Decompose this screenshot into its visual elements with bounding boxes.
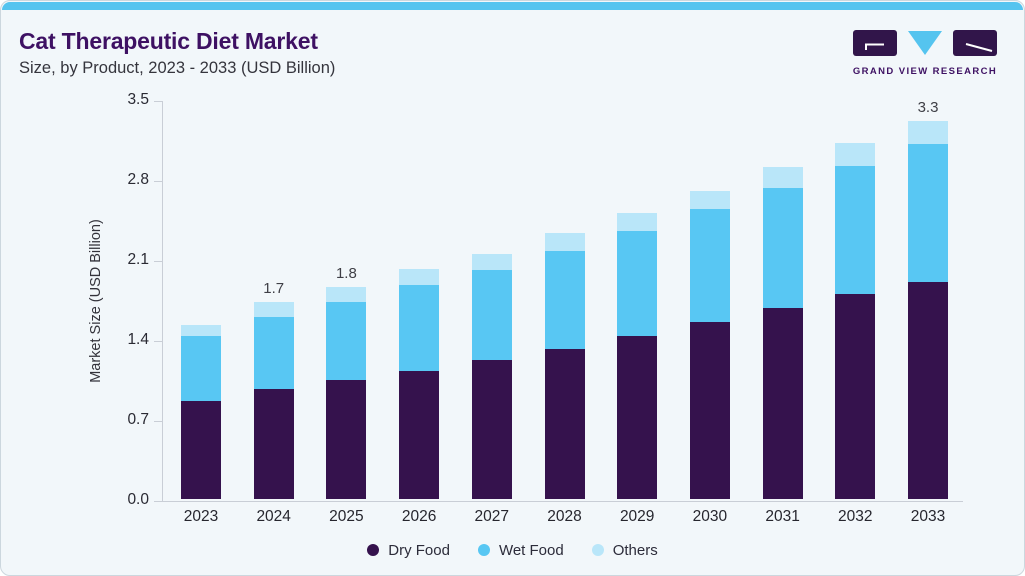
y-axis-title-wrap: Market Size (USD Billion) [87,101,105,501]
y-tick-mark [154,421,162,422]
bar-segment-others-2024 [253,302,294,317]
legend-label: Others [612,541,658,559]
bar-segment-others-2026 [399,269,440,285]
y-tick-label: 2.1 [127,251,149,268]
bar-segment-dry-food-2027 [471,360,512,499]
y-tick-label: 2.8 [127,171,149,188]
bar-segment-wet-food-2032 [835,166,876,294]
bar-2027 [471,254,512,499]
bar-segment-wet-food-2027 [471,270,512,360]
bar-2029 [617,213,658,499]
bar-2025 [326,287,367,499]
bar-total-label-2024: 1.7 [263,280,285,297]
bar-segment-others-2030 [689,191,730,209]
x-tick-label-2024: 2024 [256,508,291,525]
bar-2024 [253,302,294,499]
bar-segment-others-2023 [181,325,221,336]
bar-segment-wet-food-2024 [253,317,294,389]
y-tick-label: 0.0 [127,491,149,508]
bar-segment-others-2033 [908,121,948,144]
x-axis-line [154,501,963,502]
bar-segment-wet-food-2029 [617,231,658,336]
y-axis-line [162,101,163,501]
bar-segment-dry-food-2023 [181,401,221,499]
bar-2031 [762,167,803,499]
chart-legend: Dry Food Wet Food Others [1,539,1024,561]
x-tick-label-2026: 2026 [401,508,437,525]
x-tick-label-2027: 2027 [474,508,510,525]
bar-2026 [399,269,440,499]
legend-label: Wet Food [498,541,564,559]
x-tick-label-2029: 2029 [619,508,655,525]
bar-segment-dry-food-2030 [689,322,730,499]
bar-segment-wet-food-2023 [181,336,221,401]
bar-segment-dry-food-2026 [399,371,440,499]
legend-item-dry-food: Dry Food [367,542,450,559]
x-tick-label-2023: 2023 [183,508,219,525]
y-tick-label: 1.4 [127,331,149,348]
gvr-logo-icon [853,30,997,56]
x-tick-label-2025: 2025 [329,508,364,525]
bar-2033 [908,121,948,499]
bar-2032 [835,143,876,499]
bar-segment-wet-food-2026 [399,285,440,371]
x-tick-label-2032: 2032 [838,508,873,525]
bar-segment-wet-food-2028 [544,251,585,349]
bar-segment-others-2025 [326,287,367,302]
bar-segment-dry-food-2029 [617,336,658,499]
bar-2030 [689,191,730,499]
logo-text: GRAND VIEW RESEARCH [852,66,998,77]
bar-segment-dry-food-2033 [908,282,948,499]
bar-segment-wet-food-2031 [762,188,803,308]
y-tick-label: 3.5 [127,91,149,108]
bar-segment-others-2029 [617,213,658,231]
legend-label: Dry Food [388,541,450,559]
x-tick-label-2030: 2030 [692,508,728,525]
bar-2028 [544,233,585,499]
accent-strip [2,2,1023,10]
x-tick-label-2033: 2033 [910,508,946,525]
y-tick-mark [154,181,162,182]
bar-2023 [181,325,221,499]
bar-segment-dry-food-2028 [544,349,585,499]
bar-segment-dry-food-2031 [762,308,803,499]
bar-segment-others-2031 [762,167,803,188]
y-tick-mark [154,261,162,262]
bar-segment-wet-food-2033 [908,144,948,282]
bar-segment-dry-food-2025 [326,380,367,499]
legend-item-wet-food: Wet Food [477,541,564,559]
y-tick-mark [154,341,162,342]
y-axis-title: Market Size (USD Billion) [88,219,105,383]
legend-item-others: Others [591,541,658,559]
y-tick-label: 0.7 [127,411,149,428]
legend-dot-icon [591,544,604,556]
bar-segment-others-2027 [471,254,512,270]
bar-total-label-2033: 3.3 [917,99,939,116]
page-title: Cat Therapeutic Diet Market [19,28,318,54]
bar-segment-others-2028 [544,233,585,251]
bar-segment-dry-food-2032 [835,294,876,499]
bar-segment-dry-food-2024 [253,389,294,499]
bar-segment-wet-food-2030 [689,209,730,322]
page-subtitle: Size, by Product, 2023 - 2033 (USD Billi… [19,59,336,77]
legend-dot-icon [367,544,380,556]
legend-dot-icon [477,544,490,556]
x-tick-label-2028: 2028 [547,508,582,525]
x-tick-label-2031: 2031 [765,508,800,525]
bar-total-label-2025: 1.8 [335,265,357,282]
bar-segment-wet-food-2025 [326,302,367,380]
bar-segment-others-2032 [835,143,876,166]
grand-view-research-logo: GRAND VIEW RESEARCH [851,29,999,77]
y-tick-mark [154,101,162,102]
